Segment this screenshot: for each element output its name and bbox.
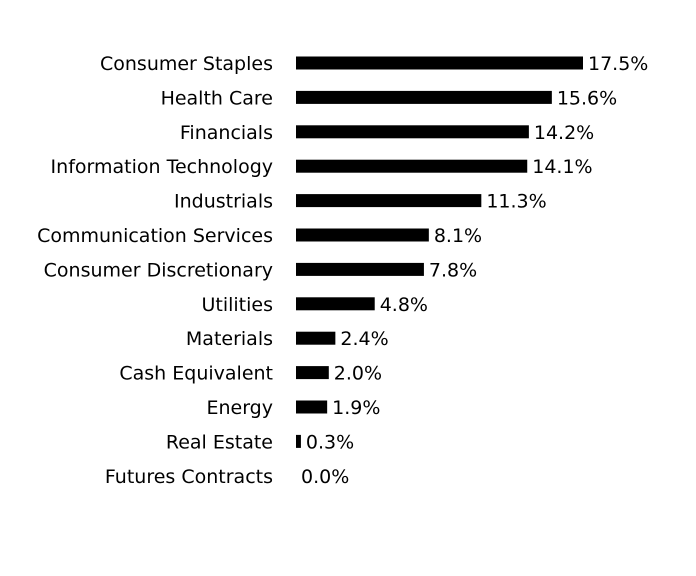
bar-real-estate [296, 434, 301, 448]
category-label-industrials: Industrials [174, 191, 273, 213]
value-label-cash-equivalent: 2.0% [334, 363, 382, 385]
category-label-real-estate: Real Estate [166, 431, 273, 453]
category-label-health-care: Health Care [161, 87, 273, 109]
bar-energy [296, 400, 328, 414]
value-label-communication-services: 8.1% [434, 225, 482, 247]
value-label-health-care: 15.6% [557, 87, 617, 109]
bar-health-care [296, 90, 552, 104]
category-label-financials: Financials [180, 122, 273, 144]
value-label-consumer-discretionary: 7.8% [429, 259, 477, 281]
value-label-energy: 1.9% [332, 397, 380, 419]
category-label-consumer-staples: Consumer Staples [100, 53, 273, 75]
category-label-materials: Materials [186, 328, 273, 350]
category-label-energy: Energy [206, 397, 273, 419]
bar-utilities [296, 297, 375, 311]
value-labels: 17.5% 15.6% 14.2% 14.1% 11.3%8.1% 7.8%4.8% 2.4… [301, 53, 648, 488]
bars [296, 56, 583, 448]
value-label-real-estate: 0.3% [306, 431, 354, 453]
bar-cash-equivalent [296, 366, 329, 380]
category-label-cash-equivalent: Cash Equivalent [119, 363, 273, 385]
bar-industrials [296, 194, 482, 208]
bar-communication-services [296, 228, 429, 242]
value-label-industrials: 11.3% [486, 191, 546, 213]
bar-consumer-discretionary [296, 262, 424, 276]
value-label-information-technology: 14.1% [532, 156, 592, 178]
category-label-futures-contracts: Futures Contracts [105, 466, 273, 488]
category-label-information-technology: Information Technology [51, 156, 273, 178]
value-label-financials: 14.2% [534, 122, 594, 144]
bar-information-technology [296, 159, 528, 173]
category-label-utilities: Utilities [201, 294, 273, 316]
category-label-communication-services: Communication Services [37, 225, 273, 247]
category-label-consumer-discretionary: Consumer Discretionary [44, 259, 273, 281]
category-labels: Consumer Staples Health Care Financials Inf… [37, 53, 273, 488]
value-label-materials: 2.4% [340, 328, 388, 350]
value-label-futures-contracts: 0.0% [301, 466, 349, 488]
value-label-consumer-staples: 17.5% [588, 53, 648, 75]
bar-consumer-staples [296, 56, 583, 70]
bar-materials [296, 331, 336, 345]
value-label-utilities: 4.8% [380, 294, 428, 316]
bar-financials [296, 125, 529, 139]
